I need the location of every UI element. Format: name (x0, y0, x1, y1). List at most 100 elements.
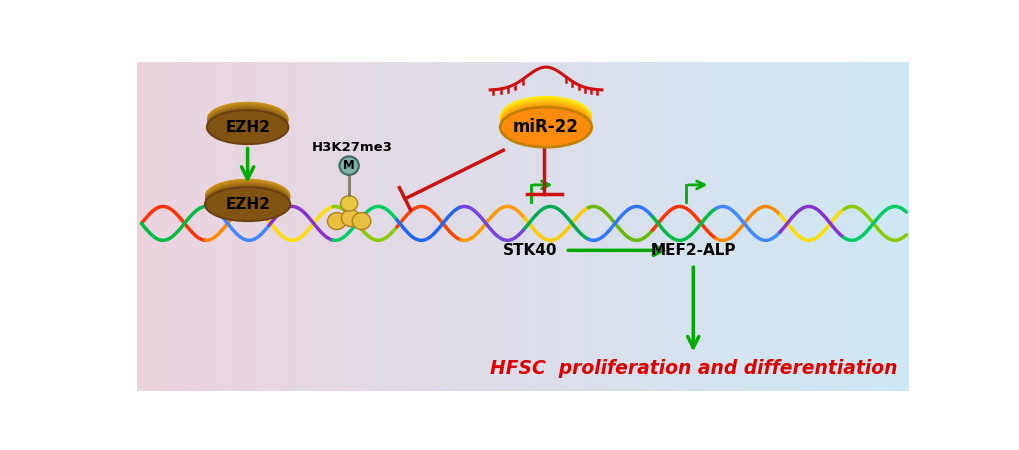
Ellipse shape (206, 187, 289, 220)
Ellipse shape (205, 183, 289, 216)
Ellipse shape (207, 107, 287, 140)
Ellipse shape (207, 108, 287, 141)
Ellipse shape (207, 103, 288, 136)
Ellipse shape (340, 196, 358, 211)
Ellipse shape (500, 101, 591, 140)
Ellipse shape (499, 96, 591, 136)
Ellipse shape (327, 212, 345, 230)
Ellipse shape (500, 98, 591, 137)
Ellipse shape (207, 104, 288, 137)
Ellipse shape (207, 105, 287, 138)
Ellipse shape (207, 106, 287, 140)
Ellipse shape (207, 104, 288, 138)
Ellipse shape (207, 104, 287, 138)
Ellipse shape (207, 102, 288, 136)
Ellipse shape (500, 104, 591, 144)
Text: miR-22: miR-22 (513, 118, 579, 136)
Ellipse shape (341, 210, 360, 226)
Ellipse shape (500, 99, 591, 139)
Ellipse shape (500, 98, 591, 138)
Ellipse shape (205, 181, 289, 215)
Ellipse shape (500, 105, 591, 144)
Ellipse shape (205, 179, 290, 212)
Ellipse shape (205, 179, 290, 213)
Ellipse shape (339, 157, 359, 175)
Ellipse shape (207, 108, 287, 141)
Ellipse shape (500, 103, 591, 142)
Ellipse shape (500, 101, 591, 140)
Ellipse shape (207, 108, 287, 141)
Ellipse shape (207, 106, 287, 139)
Ellipse shape (205, 185, 289, 218)
Ellipse shape (500, 103, 591, 142)
Ellipse shape (500, 97, 591, 137)
Ellipse shape (500, 99, 591, 139)
Ellipse shape (205, 184, 289, 217)
Ellipse shape (500, 102, 591, 142)
Ellipse shape (207, 106, 287, 140)
Ellipse shape (205, 184, 289, 217)
Ellipse shape (206, 187, 289, 220)
Ellipse shape (500, 104, 591, 143)
Ellipse shape (207, 102, 288, 135)
Ellipse shape (205, 180, 289, 214)
Ellipse shape (205, 182, 289, 215)
Ellipse shape (500, 100, 591, 140)
Ellipse shape (205, 185, 289, 218)
Ellipse shape (206, 186, 289, 219)
Ellipse shape (205, 180, 290, 213)
Ellipse shape (205, 182, 289, 216)
Ellipse shape (500, 102, 591, 141)
Text: STK40: STK40 (502, 243, 557, 258)
Ellipse shape (207, 103, 288, 137)
Ellipse shape (500, 99, 591, 139)
Text: M: M (343, 159, 355, 172)
Ellipse shape (205, 180, 289, 214)
Text: MEF2-ALP: MEF2-ALP (650, 243, 736, 258)
Ellipse shape (500, 104, 591, 143)
Ellipse shape (352, 212, 371, 230)
Ellipse shape (500, 107, 590, 146)
Text: HFSC  proliferation and differentiation: HFSC proliferation and differentiation (489, 359, 896, 378)
Ellipse shape (207, 109, 287, 142)
Ellipse shape (205, 183, 289, 216)
Ellipse shape (500, 105, 591, 144)
Ellipse shape (207, 107, 287, 140)
Ellipse shape (205, 184, 289, 217)
Ellipse shape (205, 180, 289, 214)
Ellipse shape (207, 108, 287, 141)
Text: H3K27me3: H3K27me3 (312, 141, 392, 154)
Ellipse shape (207, 103, 288, 137)
Ellipse shape (499, 96, 591, 136)
Ellipse shape (207, 105, 287, 139)
Text: EZH2: EZH2 (225, 197, 270, 212)
Ellipse shape (207, 107, 287, 140)
Ellipse shape (205, 181, 289, 215)
Text: EZH2: EZH2 (225, 120, 270, 135)
Ellipse shape (500, 107, 591, 145)
Ellipse shape (500, 100, 591, 140)
Ellipse shape (207, 109, 287, 142)
Ellipse shape (205, 181, 289, 215)
Ellipse shape (207, 110, 287, 143)
Ellipse shape (500, 106, 591, 145)
Ellipse shape (205, 186, 289, 219)
Ellipse shape (207, 102, 288, 136)
Ellipse shape (500, 104, 591, 144)
Ellipse shape (500, 108, 590, 146)
Ellipse shape (205, 183, 289, 216)
Ellipse shape (205, 185, 289, 219)
Ellipse shape (206, 187, 289, 220)
Ellipse shape (207, 109, 287, 143)
Ellipse shape (207, 110, 287, 143)
Ellipse shape (205, 184, 289, 218)
Ellipse shape (207, 105, 287, 139)
Ellipse shape (205, 185, 289, 218)
Ellipse shape (207, 104, 287, 138)
Ellipse shape (205, 182, 289, 216)
Ellipse shape (207, 108, 287, 142)
Ellipse shape (205, 180, 289, 213)
Ellipse shape (206, 186, 289, 220)
Ellipse shape (500, 101, 591, 141)
Ellipse shape (500, 97, 591, 137)
